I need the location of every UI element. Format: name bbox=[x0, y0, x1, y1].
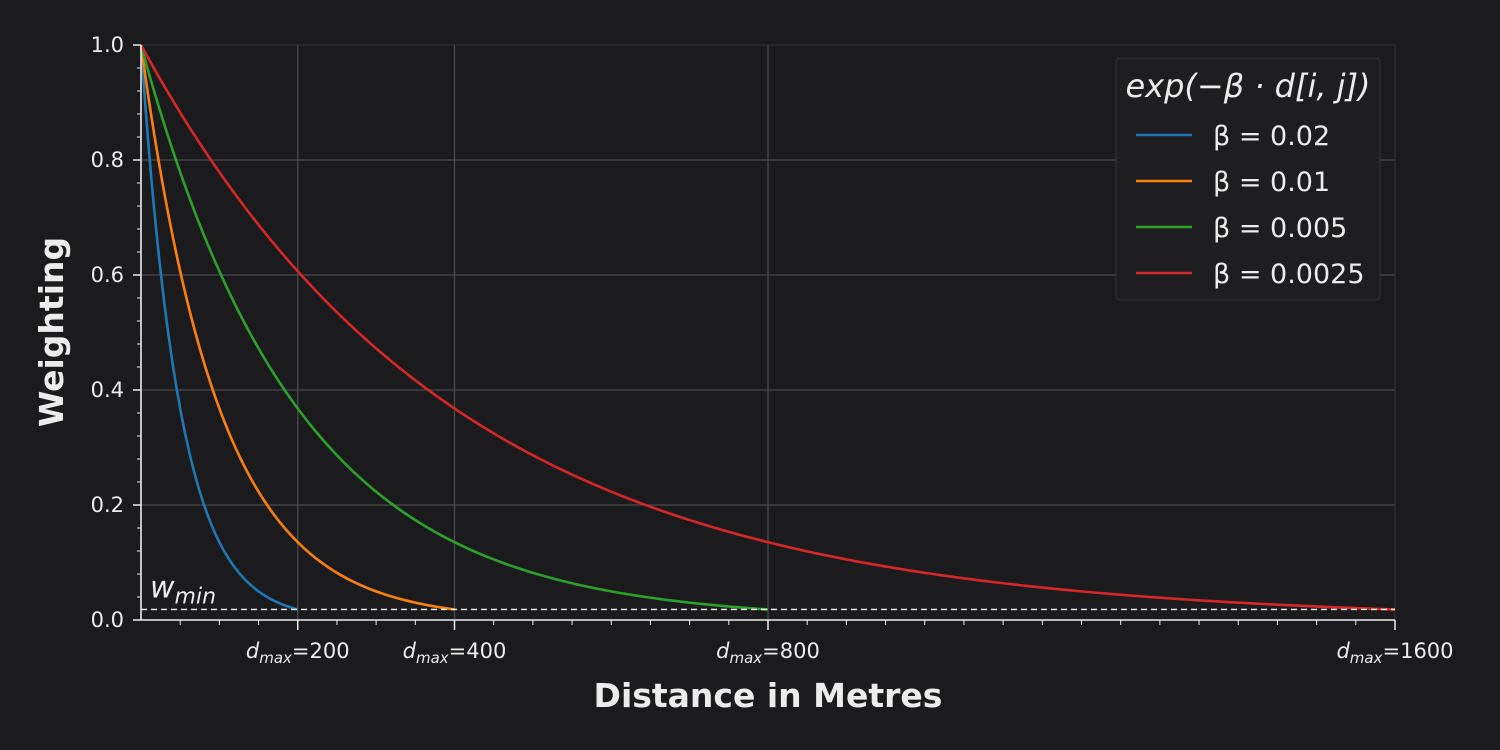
y-tick-label: 0.8 bbox=[91, 148, 124, 172]
legend-title: exp(−β · d[i, j]) bbox=[1125, 67, 1370, 105]
series-line bbox=[139, 44, 299, 611]
x-tick-label: dmax=200 bbox=[246, 639, 350, 667]
y-tick-label: 1.0 bbox=[91, 33, 124, 57]
y-tick-label: 0.2 bbox=[91, 493, 124, 517]
w-min-label: wmin bbox=[150, 570, 216, 609]
legend-box bbox=[1115, 57, 1381, 301]
legend-label: β = 0.005 bbox=[1213, 213, 1347, 244]
legend: exp(−β · d[i, j]) β = 0.02β = 0.01β = 0.… bbox=[1115, 57, 1381, 301]
series-line bbox=[139, 44, 769, 611]
labels-layer: 0.0 0.2 0.4 0.6 0.8 1.0 dmax=200 dmax=400 dmax=8… bbox=[91, 33, 1454, 667]
x-tick-label: dmax=800 bbox=[716, 639, 820, 667]
legend-label: β = 0.02 bbox=[1213, 121, 1330, 152]
y-tick-label: 0.4 bbox=[91, 378, 124, 402]
y-axis-title: Weighting bbox=[32, 237, 71, 427]
y-tick-label: 0.0 bbox=[91, 608, 124, 632]
y-tick-label: 0.6 bbox=[91, 263, 124, 287]
x-axis-title: Distance in Metres bbox=[594, 676, 943, 715]
legend-label: β = 0.0025 bbox=[1213, 259, 1365, 290]
legend-label: β = 0.01 bbox=[1213, 167, 1330, 198]
axes-layer bbox=[133, 44, 1396, 630]
legend-entries: β = 0.02 β = 0.01 β = 0.005 β = 0.0025 bbox=[1136, 121, 1365, 290]
series-line bbox=[139, 44, 1396, 611]
x-tick-label: dmax=400 bbox=[403, 639, 507, 667]
curves-layer bbox=[139, 44, 1396, 611]
x-tick-label: dmax=1600 bbox=[1336, 639, 1453, 667]
grid-layer bbox=[141, 44, 1396, 620]
series-line bbox=[139, 44, 455, 611]
